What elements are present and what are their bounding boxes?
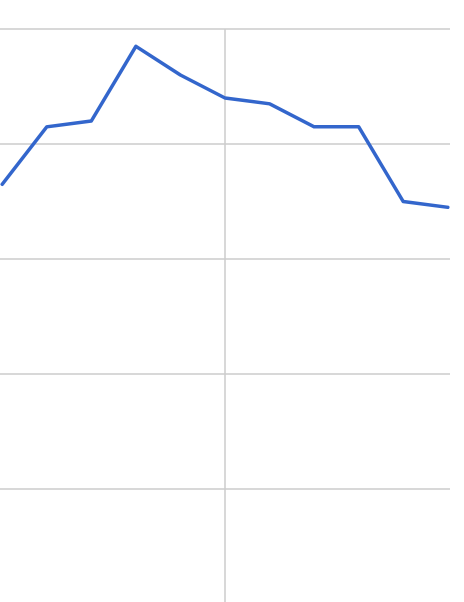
data-point bbox=[88, 118, 94, 124]
data-point bbox=[177, 72, 183, 78]
data-point bbox=[445, 204, 451, 210]
series-line bbox=[0, 44, 450, 210]
data-point bbox=[44, 124, 50, 130]
series-layer bbox=[0, 43, 451, 210]
data-point bbox=[311, 124, 317, 130]
data-point bbox=[222, 95, 228, 101]
data-point bbox=[400, 199, 406, 205]
data-point bbox=[356, 124, 362, 130]
data-point bbox=[133, 43, 139, 49]
data-point bbox=[267, 101, 273, 107]
